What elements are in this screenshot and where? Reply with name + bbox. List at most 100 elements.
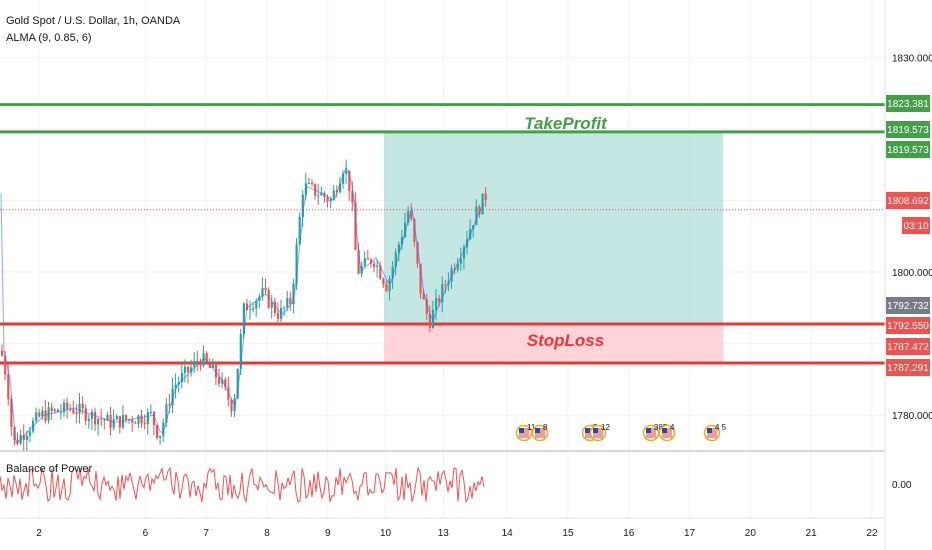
price-tick: 1780.000 bbox=[892, 411, 932, 422]
candle bbox=[137, 414, 140, 429]
bop-label: Balance of Power bbox=[6, 463, 93, 475]
candle bbox=[90, 408, 94, 430]
candle bbox=[481, 193, 484, 215]
candle bbox=[435, 288, 438, 321]
candle bbox=[360, 261, 363, 278]
candle bbox=[286, 290, 289, 312]
svg-text:1792.550: 1792.550 bbox=[887, 321, 929, 332]
candle bbox=[78, 393, 81, 424]
price-tag: 1787.291 bbox=[886, 359, 930, 376]
candle bbox=[385, 280, 388, 293]
price-tags: 1823.381 1819.573 1819.573 1808.692 03:10 179… bbox=[886, 95, 930, 376]
take-profit-zone[interactable] bbox=[384, 131, 723, 325]
price-tag: 1792.732 bbox=[886, 297, 930, 314]
candle bbox=[134, 420, 137, 424]
candle bbox=[25, 430, 28, 451]
candle bbox=[276, 302, 280, 326]
candle bbox=[391, 261, 394, 289]
candle bbox=[283, 306, 286, 317]
indicator-label: ALMA (9, 0.85, 6) bbox=[6, 32, 92, 44]
candle bbox=[156, 424, 159, 441]
candle bbox=[69, 403, 72, 413]
svg-text:1819.573: 1819.573 bbox=[887, 145, 929, 156]
svg-text:4: 4 bbox=[670, 423, 675, 432]
candle bbox=[376, 259, 379, 278]
candle bbox=[218, 368, 221, 388]
candle bbox=[125, 414, 128, 423]
candle bbox=[462, 244, 466, 270]
svg-text:11: 11 bbox=[527, 423, 536, 432]
price-tag: 1819.573 bbox=[886, 121, 930, 138]
candle bbox=[307, 177, 311, 185]
time-tick: 17 bbox=[684, 528, 696, 539]
candle bbox=[199, 358, 202, 371]
time-tick: 9 bbox=[325, 528, 331, 539]
event-marker[interactable]: 4 bbox=[658, 423, 676, 442]
take-profit-label: TakeProfit bbox=[524, 114, 608, 133]
candle bbox=[280, 299, 283, 323]
candle bbox=[140, 410, 143, 428]
candle bbox=[75, 404, 78, 424]
time-tick: 10 bbox=[380, 528, 392, 539]
candle bbox=[196, 350, 199, 371]
candle bbox=[379, 261, 382, 280]
candle bbox=[270, 294, 273, 319]
candle bbox=[373, 260, 376, 273]
candle bbox=[84, 404, 87, 425]
economic-events[interactable]: 11851238544 5 bbox=[515, 423, 727, 442]
candle bbox=[400, 229, 404, 250]
svg-text:1819.573: 1819.573 bbox=[887, 125, 929, 136]
event-marker[interactable]: 8 bbox=[531, 423, 549, 442]
svg-text:1787.472: 1787.472 bbox=[887, 342, 929, 353]
time-tick: 22 bbox=[866, 528, 878, 539]
candle bbox=[484, 187, 487, 208]
svg-text:03:10: 03:10 bbox=[903, 221, 928, 232]
candle bbox=[41, 406, 44, 421]
candle bbox=[131, 415, 134, 432]
candle bbox=[103, 418, 106, 430]
candle bbox=[193, 351, 196, 373]
candle bbox=[183, 359, 187, 383]
event-marker[interactable]: 12 bbox=[589, 423, 611, 442]
price-tick: 1830.000 bbox=[892, 53, 932, 64]
stop-loss-zone[interactable] bbox=[384, 324, 723, 364]
candle bbox=[50, 402, 53, 420]
candle bbox=[66, 397, 69, 419]
candle bbox=[146, 408, 149, 435]
time-axis[interactable]: 2 6 7 8 9 10 13 14 15 16 17 20 21 22 bbox=[36, 528, 878, 539]
price-tag: 1819.573 bbox=[886, 141, 930, 158]
candle bbox=[224, 377, 227, 391]
alma-line bbox=[0, 166, 485, 445]
candle bbox=[342, 170, 345, 189]
candle bbox=[162, 418, 165, 443]
chart-title: Gold Spot / U.S. Dollar, 1h, OANDA bbox=[6, 15, 181, 27]
svg-text:12: 12 bbox=[601, 423, 610, 432]
candle bbox=[190, 359, 193, 377]
candle bbox=[289, 291, 292, 311]
candle bbox=[149, 404, 152, 416]
candles bbox=[0, 159, 487, 452]
candle bbox=[298, 212, 301, 246]
price-axis[interactable]: 1780.000 1800.000 1830.000 bbox=[892, 53, 932, 422]
candle bbox=[478, 204, 481, 218]
candle bbox=[115, 414, 118, 420]
candle bbox=[72, 400, 75, 415]
price-tag: 1787.472 bbox=[886, 338, 930, 355]
time-tick: 15 bbox=[562, 528, 574, 539]
price-tag: 1808.692 bbox=[886, 192, 930, 209]
candle bbox=[459, 247, 462, 271]
stop-loss-label: StopLoss bbox=[527, 331, 604, 350]
candle bbox=[475, 199, 478, 226]
candle bbox=[354, 192, 357, 251]
time-tick: 14 bbox=[502, 528, 514, 539]
candle bbox=[441, 276, 444, 313]
time-tick: 21 bbox=[806, 528, 818, 539]
candle bbox=[38, 408, 41, 419]
candle bbox=[87, 414, 90, 429]
price-tag: 03:10 bbox=[902, 217, 930, 234]
event-marker[interactable]: 11 bbox=[515, 423, 536, 442]
candle bbox=[255, 298, 258, 317]
candle bbox=[317, 184, 320, 205]
event-marker[interactable]: 4 5 bbox=[703, 423, 727, 442]
